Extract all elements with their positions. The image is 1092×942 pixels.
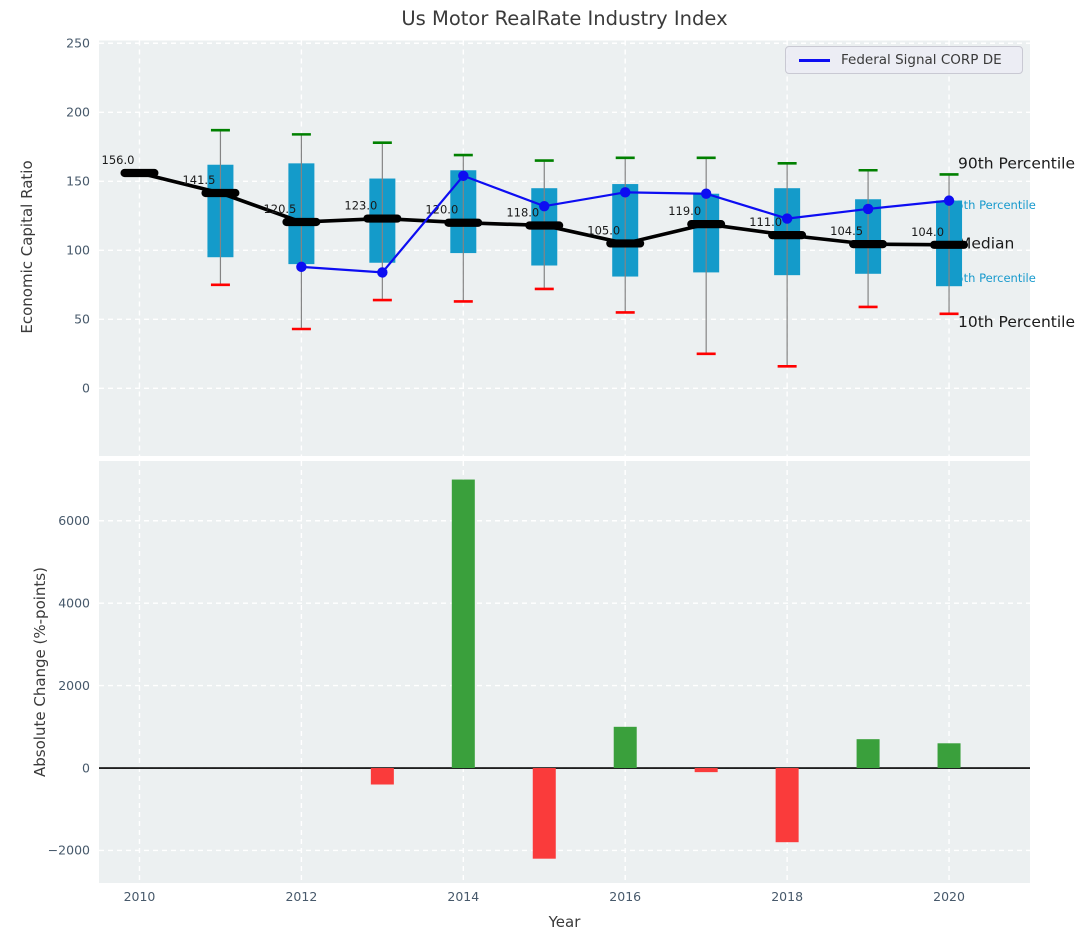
top-y-tick-label: 150	[66, 174, 90, 189]
x-axis-label: Year	[548, 913, 581, 931]
bar-2020	[937, 743, 961, 769]
median-marker-2012	[282, 217, 321, 227]
median-marker-2019	[849, 240, 888, 249]
percentile-annotation: 10th Percentile	[958, 313, 1075, 331]
median-marker-2016	[606, 239, 645, 248]
bar-2014	[451, 479, 475, 769]
bottom-y-tick-label: 2000	[58, 678, 90, 693]
x-tick-label: 2012	[285, 889, 317, 904]
bar-2016	[613, 726, 637, 769]
top-y-tick-label: 100	[66, 243, 90, 258]
median-value-label: 119.0	[668, 204, 701, 218]
median-marker-2013	[363, 214, 402, 223]
top-y-tick-label: 0	[82, 381, 90, 396]
median-marker-2014	[444, 218, 483, 227]
percentile-annotation: Median	[958, 234, 1014, 252]
company-point-2019	[862, 203, 874, 215]
legend-line-swatch	[799, 58, 830, 62]
top-y-axis-label: Economic Capital Ratio	[18, 160, 36, 334]
median-value-label: 118.0	[506, 205, 539, 219]
company-point-2014	[458, 170, 469, 181]
company-point-2013	[377, 267, 388, 278]
bottom-y-tick-label: 4000	[58, 595, 90, 610]
top-plot-background	[99, 40, 1030, 456]
company-point-2017	[700, 188, 712, 199]
x-tick-label: 2020	[933, 889, 965, 904]
legend-label: Federal Signal CORP DE	[841, 52, 1002, 68]
bar-2013	[370, 768, 394, 785]
median-marker-2020	[930, 240, 969, 249]
median-value-label: 120.5	[263, 202, 296, 216]
company-point-2015	[539, 200, 550, 212]
x-tick-label: 2018	[771, 889, 803, 904]
bottom-y-tick-label: 6000	[58, 513, 90, 528]
bottom-plot-background	[99, 461, 1030, 883]
median-marker-2010	[120, 168, 159, 178]
median-value-label: 105.0	[587, 223, 620, 237]
x-tick-label: 2016	[609, 889, 641, 904]
company-point-2012	[296, 261, 307, 273]
bottom-y-axis-label: Absolute Change (%-points)	[31, 567, 49, 777]
legend: Federal Signal CORP DE	[785, 46, 1023, 74]
bar-2017	[694, 768, 718, 773]
x-tick-label: 2014	[447, 889, 479, 904]
x-tick-label: 2010	[124, 889, 156, 904]
median-marker-2011	[201, 188, 240, 198]
median-marker-2017	[687, 219, 726, 229]
median-value-label: 123.0	[344, 199, 377, 213]
company-point-2018	[781, 213, 793, 224]
percentile-annotation: 75th Percentile	[949, 198, 1036, 212]
percentile-annotation: 90th Percentile	[958, 154, 1075, 172]
percentile-annotation: 25th Percentile	[949, 271, 1036, 285]
company-point-2020	[943, 195, 955, 206]
chart-title: Us Motor RealRate Industry Index	[401, 7, 728, 30]
bar-2015	[532, 768, 556, 859]
median-marker-2018	[768, 231, 807, 240]
company-point-2016	[620, 187, 631, 198]
median-marker-2015	[525, 221, 564, 230]
bar-2018	[775, 768, 799, 843]
bottom-y-tick-label: 0	[82, 760, 90, 775]
top-y-tick-label: 250	[66, 36, 90, 51]
median-value-label: 156.0	[102, 153, 135, 167]
median-value-label: 104.5	[830, 224, 863, 238]
median-value-label: 111.0	[749, 215, 782, 229]
median-value-label: 104.0	[911, 225, 944, 239]
top-y-tick-label: 50	[74, 312, 90, 327]
bottom-y-tick-label: −2000	[48, 843, 90, 858]
median-value-label: 141.5	[182, 173, 215, 187]
top-y-tick-label: 200	[66, 105, 90, 120]
median-value-label: 120.0	[425, 203, 458, 217]
bar-2019	[856, 739, 880, 769]
